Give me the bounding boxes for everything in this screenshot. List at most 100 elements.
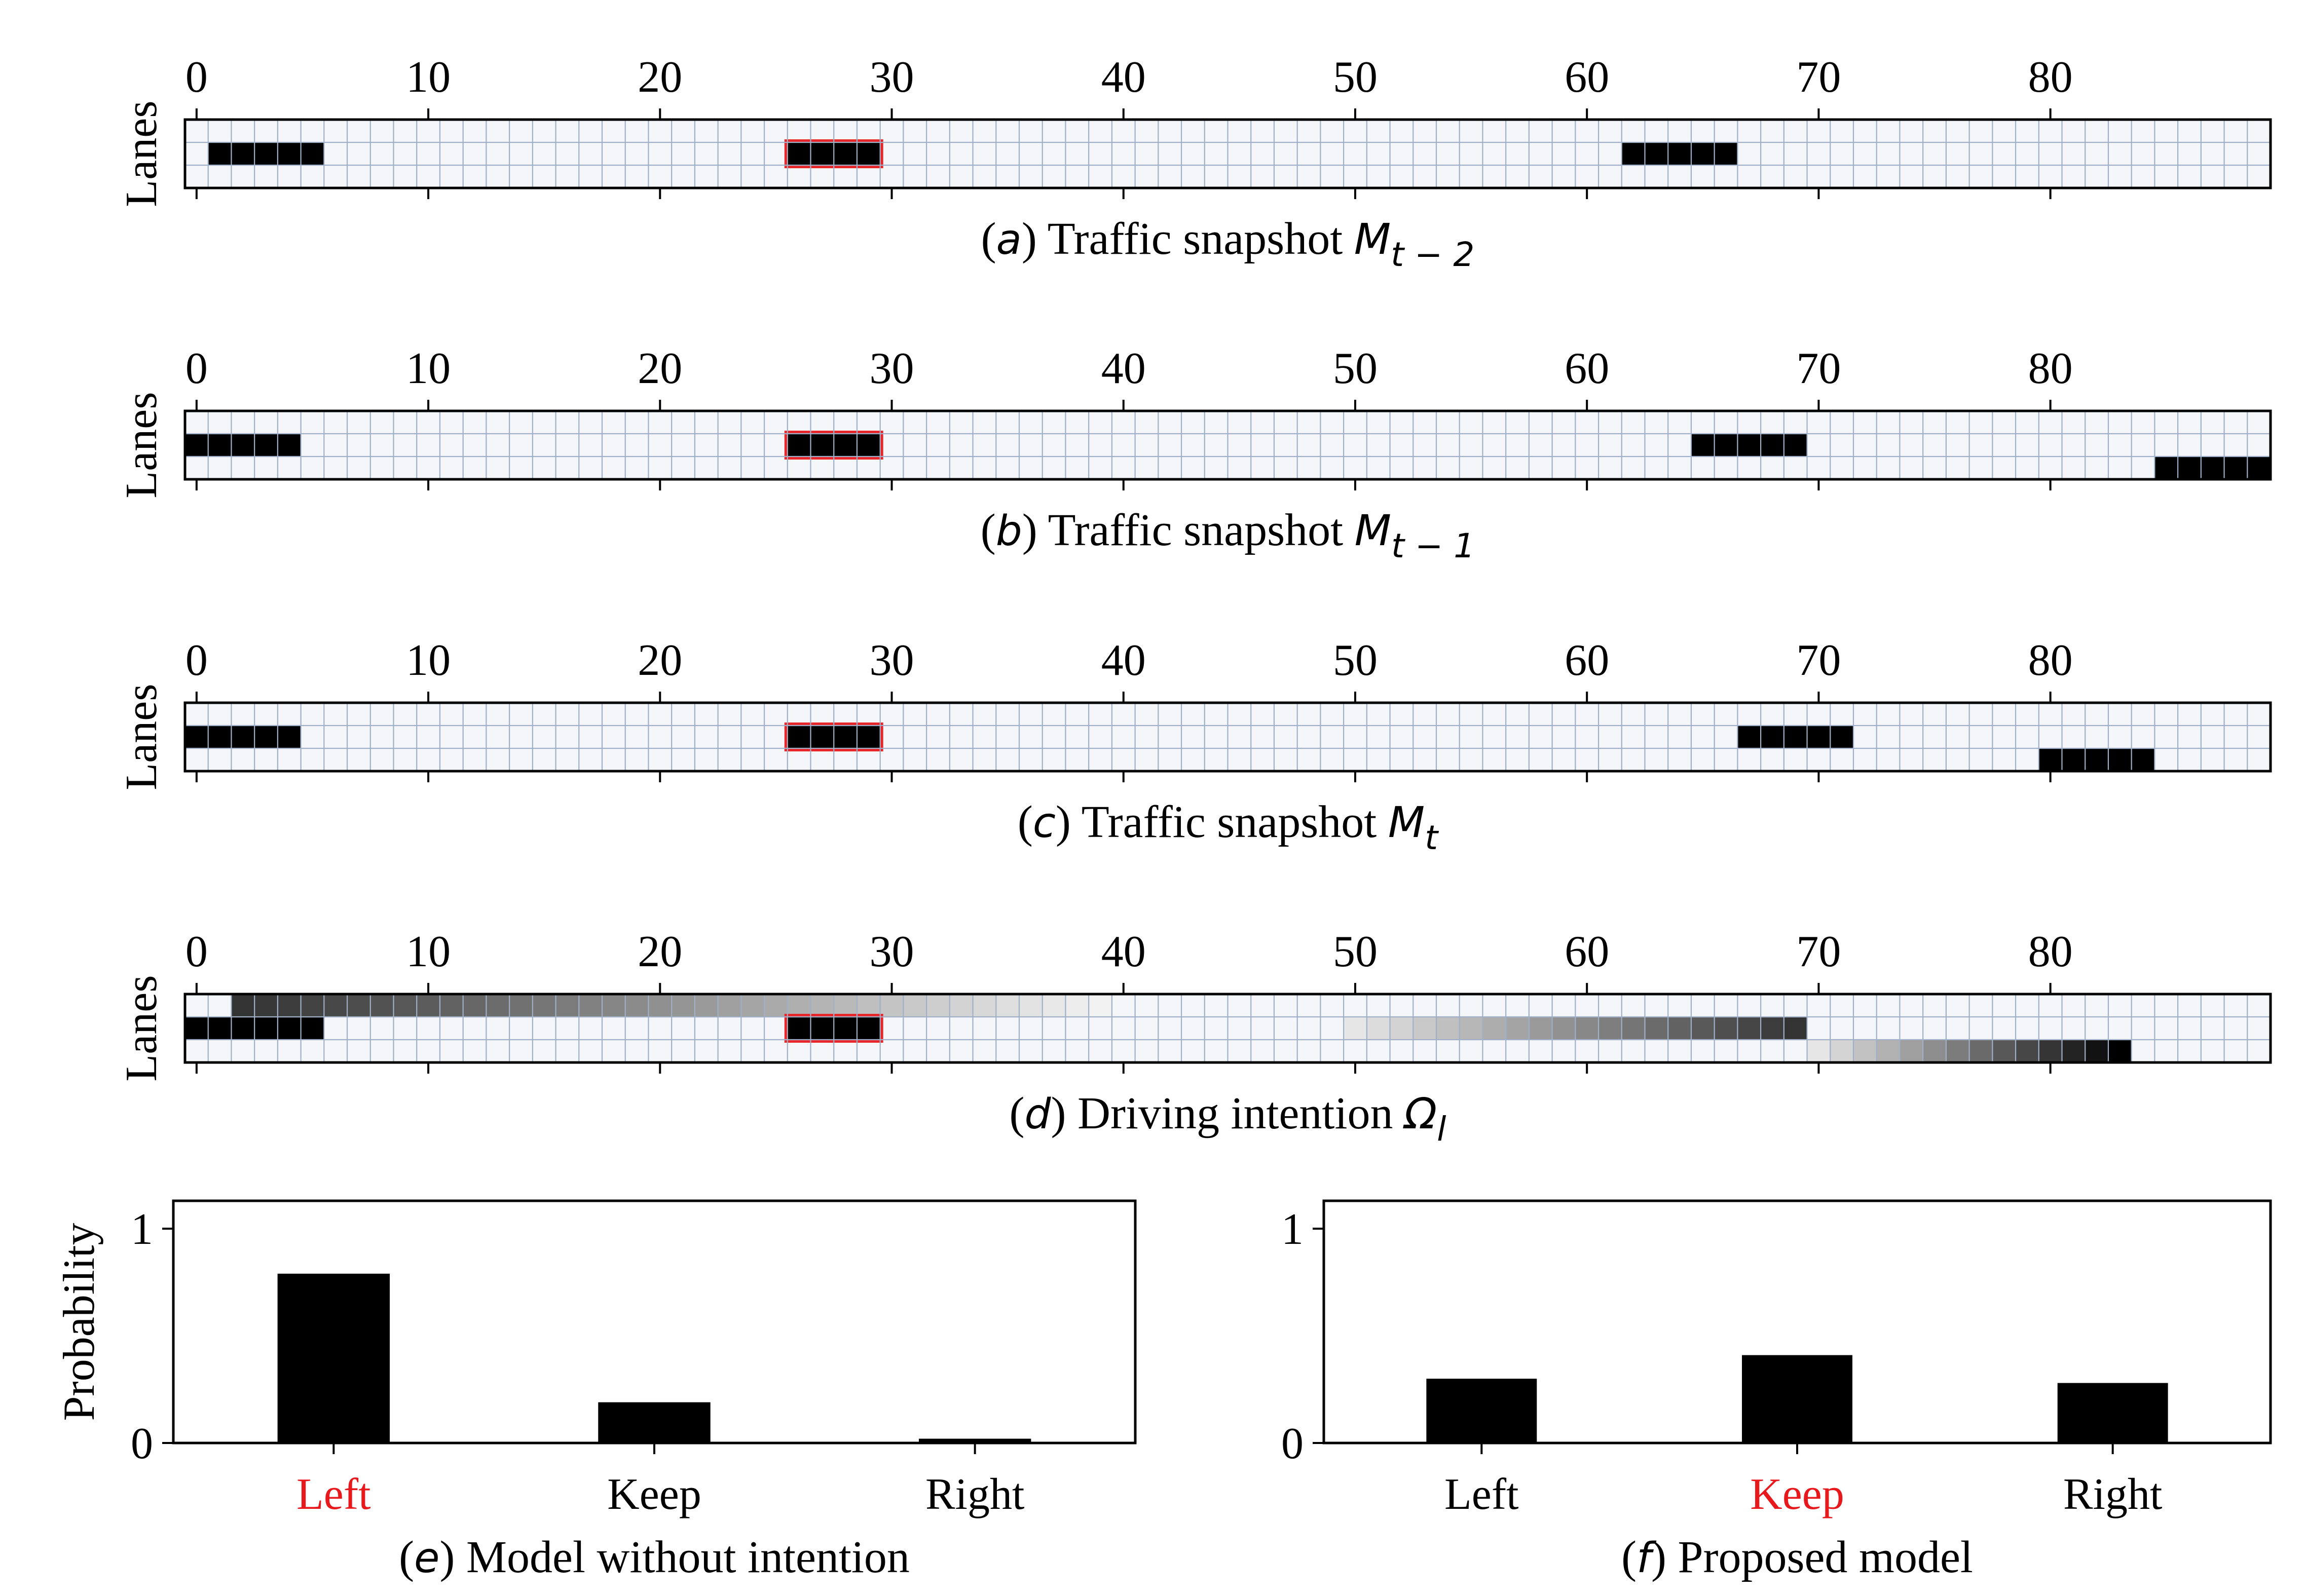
intention-cell: [1344, 1017, 1367, 1040]
intention-cell: [532, 994, 556, 1017]
intention-cell: [347, 994, 371, 1017]
bar-right: [2057, 1383, 2168, 1443]
y-axis-label: Lanes: [117, 100, 166, 207]
x-tick-label: 70: [1796, 927, 1841, 976]
x-tick-label: 60: [1565, 53, 1609, 102]
intention-cell: [1019, 994, 1043, 1017]
intention-cell: [254, 994, 278, 1017]
intention-cell: [370, 994, 394, 1017]
x-tick-label: 30: [870, 636, 914, 685]
intention-cell: [1042, 994, 1066, 1017]
intention-cell: [1645, 1017, 1668, 1040]
x-tick-label: 0: [185, 927, 208, 976]
intention-cell: [973, 994, 996, 1017]
y-axis-label: Lanes: [117, 392, 166, 498]
plot-frame: [183, 701, 2272, 773]
x-tick-label: Keep: [1750, 1470, 1844, 1519]
intention-cell: [277, 994, 302, 1017]
intention-cell: [1923, 1040, 1947, 1062]
x-tick-label: Right: [925, 1470, 1025, 1519]
panel-caption: (c) Traffic snapshot Mt: [1018, 797, 1439, 857]
panel-caption: (a) Traffic snapshot Mt − 2: [981, 214, 1475, 274]
intention-cell: [625, 994, 649, 1017]
intention-cell: [2062, 1040, 2086, 1062]
intention-cell: [741, 994, 765, 1017]
y-axis-label: Lanes: [117, 975, 166, 1081]
x-tick-label: 0: [185, 344, 208, 393]
intention-cell: [694, 994, 719, 1017]
y-tick-label: 1: [131, 1205, 153, 1254]
bar-keep: [598, 1402, 711, 1443]
intention-cell: [509, 994, 533, 1017]
x-tick-label: 50: [1333, 927, 1378, 976]
x-tick-label: 50: [1333, 344, 1378, 393]
intention-cell: [1366, 1017, 1391, 1040]
intention-cell: [880, 994, 904, 1017]
x-tick-label: 40: [1101, 344, 1146, 393]
bar-right: [918, 1438, 1031, 1443]
x-tick-label: 60: [1565, 344, 1609, 393]
intention-cell: [1459, 1017, 1483, 1040]
intention-cell: [579, 994, 603, 1017]
intention-cell: [926, 994, 950, 1017]
x-tick-label: 30: [870, 927, 914, 976]
vehicle: [185, 726, 301, 748]
intention-cell: [324, 994, 348, 1017]
intention-cell: [903, 994, 927, 1017]
intention-cell: [1089, 994, 1112, 1017]
intention-cell: [1830, 1040, 1854, 1062]
intention-cell: [1783, 1017, 1808, 1040]
x-tick-label: 80: [2028, 636, 2073, 685]
panel-caption: (b) Traffic snapshot Mt − 1: [981, 505, 1475, 565]
bar-keep: [1742, 1355, 1852, 1443]
bar-left: [1426, 1379, 1537, 1443]
intention-cell: [1946, 1040, 1970, 1062]
x-tick-label: 60: [1565, 927, 1609, 976]
x-tick-label: 10: [406, 53, 451, 102]
x-tick-label: 20: [638, 344, 682, 393]
intention-cell: [718, 994, 741, 1017]
intention-cell: [417, 994, 440, 1017]
intention-cell: [857, 994, 881, 1017]
x-tick-label: 10: [406, 344, 451, 393]
plot-frame: [1322, 1199, 2272, 1445]
x-tick-label: 20: [638, 53, 682, 102]
x-tick-label: 10: [406, 636, 451, 685]
intention-cell: [996, 994, 1020, 1017]
intention-cell: [648, 994, 672, 1017]
intention-cell: [393, 994, 417, 1017]
intention-cell: [1413, 1017, 1437, 1040]
x-tick-label: 50: [1333, 636, 1378, 685]
intention-cell: [2085, 1040, 2109, 1062]
vehicle: [1621, 142, 1738, 165]
intention-cell: [1065, 994, 1089, 1017]
intention-cell: [1992, 1040, 2016, 1062]
intention-cell: [672, 994, 695, 1017]
intention-cell: [1390, 1017, 1414, 1040]
intention-cell: [1900, 1040, 1923, 1062]
y-tick-label: 1: [1281, 1205, 1304, 1254]
vehicle: [1691, 434, 1807, 457]
intention-cell: [1807, 1040, 1831, 1062]
intention-cell: [1621, 1017, 1645, 1040]
x-tick-label: 0: [185, 53, 208, 102]
intention-cell: [1598, 1017, 1622, 1040]
intention-cell: [764, 994, 788, 1017]
intention-cell: [231, 994, 255, 1017]
x-tick-label: 70: [1796, 636, 1841, 685]
y-tick-label: 0: [131, 1419, 153, 1468]
vehicle: [2154, 457, 2271, 479]
intention-cell: [1552, 1017, 1576, 1040]
intention-cell: [2016, 1040, 2039, 1062]
x-tick-label: 30: [870, 53, 914, 102]
x-tick-label: 20: [638, 927, 682, 976]
x-tick-label: Left: [296, 1470, 371, 1519]
vehicle: [2038, 748, 2155, 771]
intention-cell: [1436, 1017, 1460, 1040]
intention-cell: [1482, 1017, 1506, 1040]
intention-cell: [2108, 1040, 2132, 1062]
intention-cell: [1761, 1017, 1784, 1040]
x-tick-label: 70: [1796, 344, 1841, 393]
x-tick-label: 40: [1101, 53, 1146, 102]
x-tick-label: Keep: [607, 1470, 701, 1519]
